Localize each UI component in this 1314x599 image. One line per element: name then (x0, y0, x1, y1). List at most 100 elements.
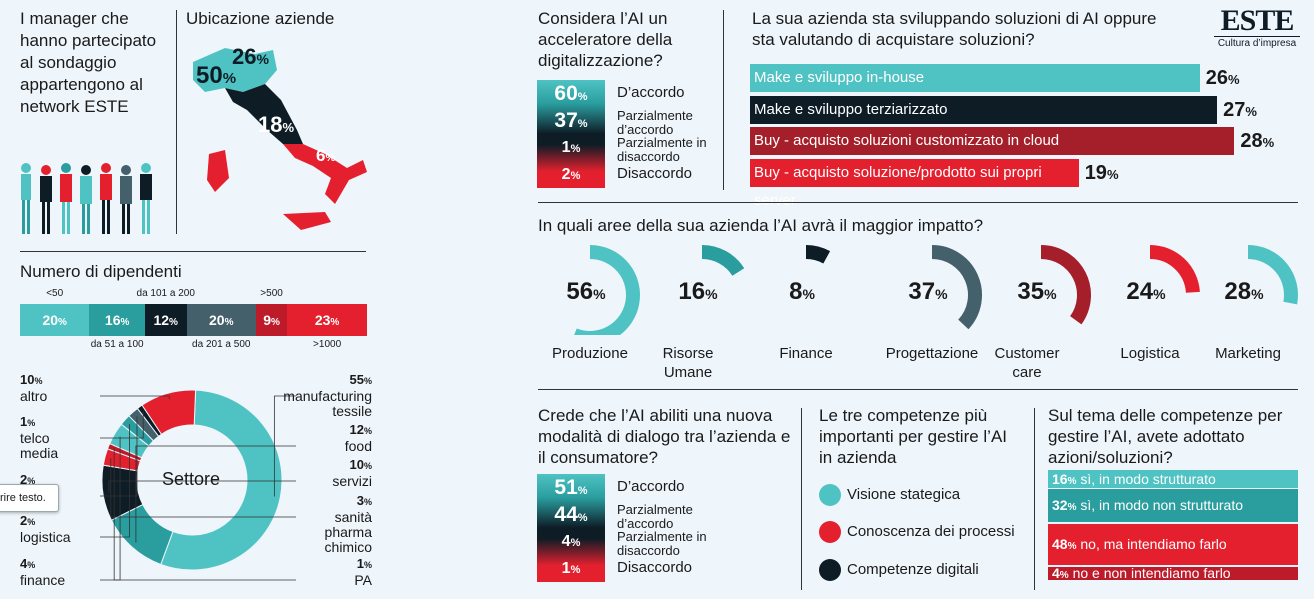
settore-category: altro (20, 388, 48, 404)
adottato-label: no, ma intendiamo farlo (1076, 536, 1227, 552)
value-number: 4 (1052, 565, 1060, 581)
settore-value-number: 10 (20, 372, 35, 387)
soluzioni-bar: Buy - acquisto soluzione/prodotto sui pr… (750, 159, 1079, 209)
stack-value: 44% (537, 501, 605, 528)
settore-label: 12% food (345, 422, 372, 454)
value-number: 16 (678, 278, 706, 305)
settore-label: 3% sanità pharma chimico (325, 493, 372, 555)
soluzioni-value: 27% (1223, 96, 1257, 126)
stack-value: 60% (537, 80, 605, 107)
settore-value-number: 1 (20, 414, 28, 429)
stack-gradient (537, 474, 605, 582)
segment-unit: % (169, 317, 178, 328)
settore-category: PA (354, 572, 372, 588)
settore-value-number: 1 (356, 556, 364, 571)
settore-value: 1% (354, 556, 372, 573)
value-unit: % (1251, 286, 1264, 302)
person-icon (60, 163, 72, 234)
value-number: 44 (554, 503, 578, 526)
aree-label: Finance (779, 345, 833, 362)
ubicazione-value-nordovest: 50% (196, 62, 237, 89)
settore-category: food (344, 438, 372, 454)
settore-category: pharma (324, 524, 372, 540)
value-number: 37 (554, 109, 578, 132)
settore-value: 55% (283, 372, 372, 389)
value-unit: % (1067, 541, 1077, 552)
value-unit: % (705, 286, 718, 302)
value-number: 37 (908, 278, 936, 305)
settore-leader-line (100, 436, 121, 581)
aree-value: 56% (546, 278, 626, 306)
settore-value-number: 2 (20, 513, 28, 528)
settore-label: 2% logistica (20, 513, 71, 545)
person-icon (140, 163, 152, 234)
settore-value: 4% (20, 556, 65, 573)
stack-label: Parzialmente d’accordo (617, 502, 693, 531)
settore-donut-chart (100, 389, 296, 581)
legend-dot-icon (819, 484, 841, 506)
value-number: 28 (1240, 130, 1263, 152)
aree-gauge-arc (1040, 245, 1091, 325)
settore-slice (160, 389, 283, 571)
settore-value-number: 3 (356, 493, 364, 508)
soluzioni-value: 28% (1240, 127, 1274, 157)
settore-value-number: 55 (349, 372, 364, 387)
settore-category: servizi (332, 473, 372, 489)
value-unit: % (935, 286, 948, 302)
adottato-label: sì, in modo non strutturato (1076, 497, 1244, 513)
adottato-bar: 4% no e non intendiamo farlo (1048, 565, 1298, 581)
settore-value-number: 12 (349, 422, 364, 437)
aree-label: Risorse Umane (662, 345, 714, 381)
aree-label: Progettazione (885, 345, 979, 362)
dialogo-title: Crede che l’AI abiliti una nuova modalit… (538, 406, 791, 467)
stack-label: Parzialmente in disaccordo (617, 529, 707, 558)
dipendenti-segment: 20% (20, 304, 90, 336)
divider (176, 10, 177, 234)
settore-category: logistica (20, 529, 71, 545)
dipendenti-label: >500 (260, 288, 283, 299)
settore-value: 2% (20, 472, 39, 489)
competenza-label: Visione stategica (847, 486, 961, 503)
aree-value: 24% (1106, 278, 1186, 306)
settore-value-number: 10 (349, 457, 364, 472)
stack-label: Parzialmente in disaccordo (617, 135, 707, 164)
adottato-label: no e non intendiamo farlo (1068, 565, 1231, 581)
dipendenti-segment: 23% (287, 304, 367, 336)
aree-gauge-arc (574, 245, 640, 335)
dipendenti-segment: 20% (186, 304, 256, 336)
value-unit: % (1067, 476, 1077, 487)
aree-value: 28% (1204, 278, 1284, 306)
aree-title: In quali aree della sua azienda l’AI avr… (538, 216, 984, 235)
person-icon (100, 163, 112, 234)
settore-value-number: 4 (20, 556, 28, 571)
aree-gauge-arc (931, 245, 982, 330)
segment-unit: % (271, 317, 280, 328)
settore-value: 1% (20, 414, 58, 431)
competenza-label: Competenze digitali (847, 561, 979, 578)
settore-value-unit: % (34, 376, 43, 386)
ubicazione-value-nordest: 26% (232, 44, 269, 69)
adottato-label: sì, in modo strutturato (1076, 471, 1216, 487)
settore-category: media (20, 445, 59, 461)
settore-label: 10% servizi (332, 457, 372, 489)
value-unit: % (570, 564, 581, 576)
value-number: 48 (1052, 536, 1068, 552)
divider (1034, 408, 1035, 590)
settore-leader-line (100, 423, 130, 538)
value-unit: % (1059, 570, 1069, 581)
settore-category: manufacturing (283, 388, 372, 404)
stack-value: 37% (537, 107, 605, 134)
settore-value-unit: % (27, 517, 36, 527)
dipendenti-label: da 51 a 100 (90, 339, 144, 350)
value-unit: % (1044, 286, 1057, 302)
settore-category: sanità (334, 509, 372, 525)
value-number: 1 (561, 139, 571, 156)
segment-value: 23 (314, 312, 331, 328)
stack-value: 1% (537, 555, 605, 582)
acceleratore-title: Considera l’AI un acceleratore della dig… (538, 9, 673, 70)
legend-dot-icon (819, 559, 841, 581)
stack-value: 2% (537, 161, 605, 188)
settore-value-unit: % (27, 476, 36, 486)
value-number: 16 (1052, 471, 1068, 487)
divider (723, 10, 724, 190)
